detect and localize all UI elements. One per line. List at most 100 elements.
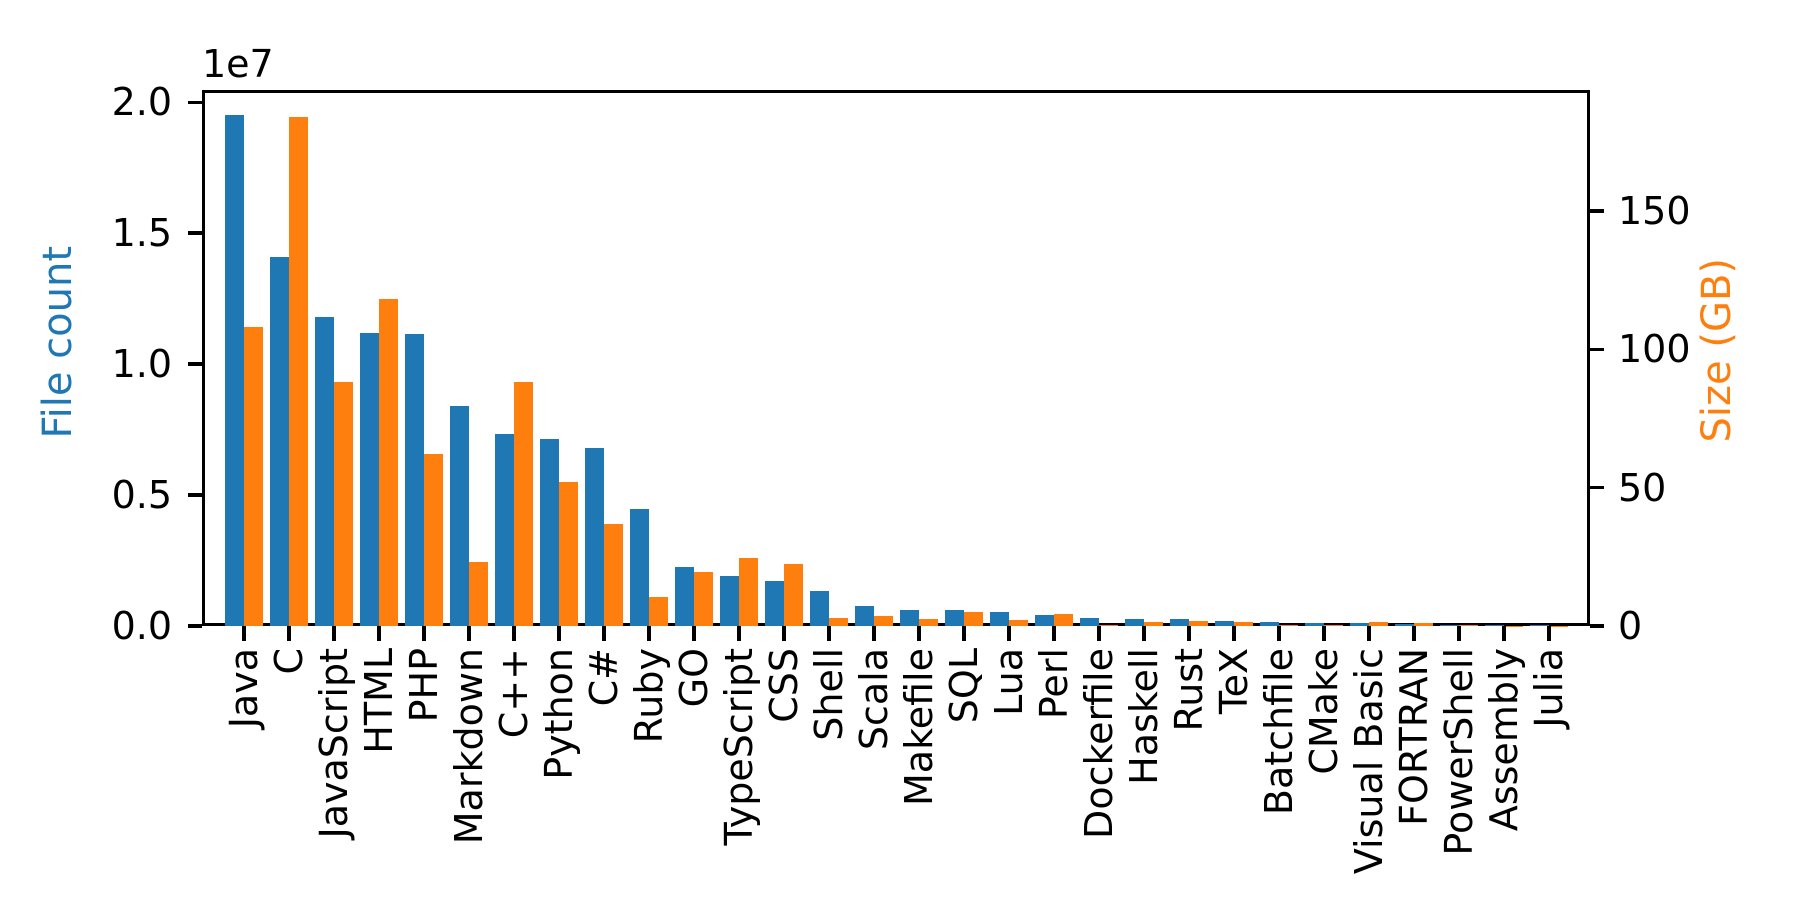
left-ytick-mark [188,100,202,105]
xtick-mark [377,626,381,641]
size-bar [784,563,803,626]
xtick-mark [647,626,651,641]
xtick-mark [962,626,966,641]
size-bar [1054,614,1073,626]
xtick-mark [242,626,246,641]
file-count-bar [315,317,334,626]
size-bar [559,482,578,626]
file-count-bar [1215,621,1234,626]
right-ytick-mark [1590,624,1604,628]
right-ytick-label: 50 [1618,465,1667,510]
size-bar [244,327,263,626]
size-bar [739,558,758,626]
xtick-mark [602,626,606,641]
left-ytick-label: 1.5 [111,211,172,256]
size-bar [1009,619,1028,626]
file-count-bar [1170,618,1189,626]
size-bar [1279,624,1298,626]
size-bar [379,299,398,626]
xtick-mark [1322,626,1326,641]
xtick-label-tex: TeX [1212,648,1256,715]
file-count-bar [495,433,514,626]
right-ytick-mark [1590,347,1604,352]
xtick-mark [287,626,291,641]
left-ytick-label: 0.5 [111,473,172,518]
file-count-bar [1305,623,1324,626]
file-count-bar [1350,623,1369,626]
right-ytick-label: 150 [1618,188,1691,233]
xtick-mark [467,626,471,641]
xtick-mark [782,626,786,641]
xtick-label-c-: C# [582,648,626,707]
file-count-bar [1035,614,1054,626]
xtick-mark [422,626,426,641]
left-axis-label: File count [35,246,81,439]
right-ytick-label: 100 [1618,327,1691,372]
left-ytick-label: 1.0 [111,342,172,387]
left-ytick-mark [188,362,202,366]
file-count-bar [585,447,604,626]
left-ytick-label: 0.0 [111,604,172,648]
xtick-label-c-: C++ [492,648,536,739]
size-bar [964,611,983,626]
size-bar [334,382,353,626]
file-count-bar [1260,621,1279,626]
size-bar [604,523,623,626]
left-ytick-mark [188,624,202,628]
file-count-bar [765,581,784,626]
left-axis-offset-label: 1e7 [202,42,274,86]
xtick-mark [1052,626,1056,641]
xtick-mark [1277,626,1281,641]
xtick-label-python: Python [537,648,581,780]
file-count-bar [1530,625,1549,626]
plot-area [202,90,1590,626]
file-count-bar [1080,618,1099,626]
xtick-label-cmake: CMake [1302,648,1346,775]
xtick-mark [692,626,696,641]
size-bar [1459,625,1478,626]
file-count-bar [1485,625,1504,626]
file-count-bar [540,438,559,626]
xtick-label-powershell: PowerShell [1437,648,1481,856]
xtick-label-javascript: JavaScript [312,648,356,839]
size-bar [1189,620,1208,626]
file-count-bar [405,334,424,626]
size-bar [874,616,893,626]
size-bar [1369,622,1388,626]
xtick-mark [1502,626,1506,641]
xtick-label-visual-basic: Visual Basic [1347,648,1391,875]
xtick-mark [1187,626,1191,641]
file-count-bar [945,609,964,626]
xtick-mark [1142,626,1146,641]
size-bar [469,562,488,626]
size-bar [1144,622,1163,626]
size-bar [919,619,938,626]
xtick-label-lua: Lua [987,648,1031,716]
xtick-label-dockerfile: Dockerfile [1077,648,1121,839]
file-count-bar [630,509,649,626]
xtick-label-scala: Scala [852,648,896,751]
xtick-label-perl: Perl [1032,648,1076,720]
xtick-label-markdown: Markdown [447,648,491,845]
xtick-label-php: PHP [402,648,446,723]
right-ytick-label: 0 [1618,604,1643,648]
size-bar [514,382,533,626]
right-ytick-mark [1590,485,1604,490]
xtick-label-assembly: Assembly [1482,648,1526,832]
right-ytick-mark [1590,209,1604,213]
xtick-mark [557,626,561,641]
xtick-label-go: GO [672,648,716,708]
xtick-mark [332,626,336,641]
xtick-mark [917,626,921,641]
file-count-bar [225,115,244,626]
size-bar [1324,624,1343,626]
size-bar [649,596,668,626]
size-bar [1414,623,1433,626]
xtick-mark [1097,626,1101,641]
size-bar [694,572,713,626]
xtick-label-makefile: Makefile [897,648,941,806]
xtick-mark [1412,626,1416,641]
xtick-label-java: Java [222,648,266,729]
xtick-mark [1547,626,1551,641]
